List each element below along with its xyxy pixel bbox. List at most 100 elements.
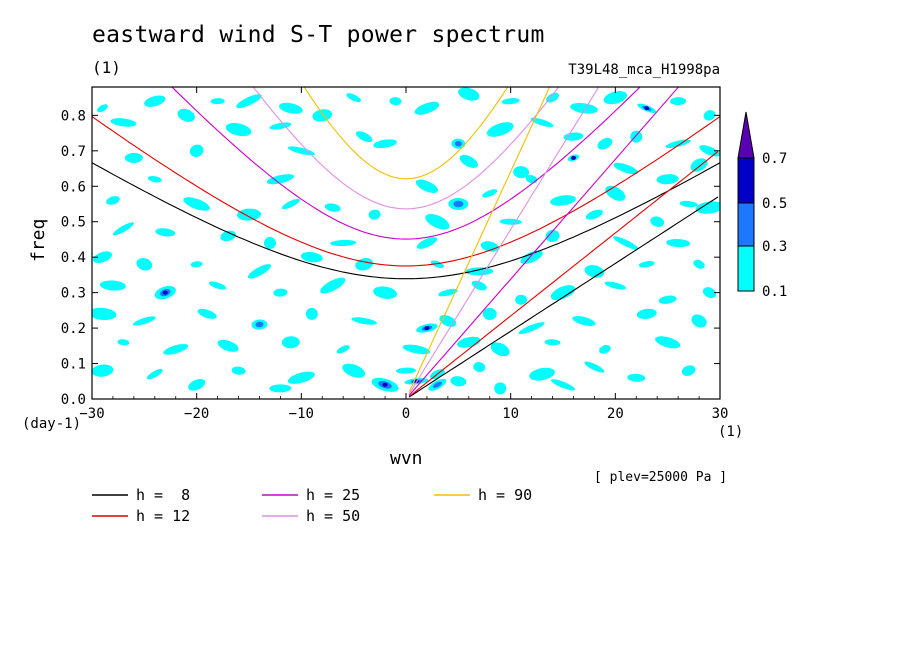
power-blob xyxy=(597,137,613,150)
power-blob xyxy=(220,230,236,242)
power-blob xyxy=(324,203,341,212)
power-blob xyxy=(389,97,402,106)
y-tick-label: 0.8 xyxy=(61,108,86,124)
y-tick-label: 0.1 xyxy=(61,357,86,373)
power-blob xyxy=(236,94,262,109)
power-blob xyxy=(92,364,114,377)
power-blob xyxy=(92,251,113,263)
power-blob xyxy=(666,238,691,248)
power-blob xyxy=(110,118,137,127)
power-blob xyxy=(281,198,300,210)
kelvin-curve xyxy=(408,87,600,395)
colorbar-level-label: 0.3 xyxy=(762,239,787,255)
power-blob xyxy=(599,345,611,354)
power-contours xyxy=(92,87,720,395)
power-blob xyxy=(570,102,598,114)
power-blob xyxy=(473,362,486,373)
power-blob xyxy=(627,373,646,382)
power-blob xyxy=(681,365,696,376)
power-blob xyxy=(544,339,561,346)
power-blob xyxy=(330,239,357,247)
power-blob xyxy=(529,367,555,381)
power-blob xyxy=(530,117,554,128)
power-blob xyxy=(136,258,153,271)
power-blob xyxy=(584,265,605,278)
power-blob xyxy=(132,316,156,326)
power-blob xyxy=(520,250,543,264)
power-blob xyxy=(471,280,487,291)
power-blob xyxy=(650,216,665,227)
x-tick-label: −30 xyxy=(79,406,104,422)
power-blob xyxy=(266,174,295,185)
x-tick-label: −10 xyxy=(289,406,314,422)
x-tick-label: 20 xyxy=(607,406,624,422)
power-blob xyxy=(613,162,639,175)
colorbar-level-label: 0.5 xyxy=(762,196,787,212)
power-blob xyxy=(604,281,627,290)
power-blob xyxy=(312,109,333,122)
x-tick-label: 10 xyxy=(502,406,519,422)
gravity-curve xyxy=(171,87,641,240)
power-blob xyxy=(501,98,520,105)
power-blob xyxy=(638,261,655,268)
power-blob xyxy=(208,281,227,290)
power-blob xyxy=(279,102,303,114)
colorbar: 0.1 0.3 0.5 0.7 xyxy=(737,111,787,300)
power-blob xyxy=(603,91,628,105)
power-blob xyxy=(693,259,705,269)
power-blob xyxy=(269,122,292,130)
power-blob xyxy=(225,123,252,137)
power-blob xyxy=(584,361,605,373)
power-blob xyxy=(106,196,120,205)
power-blob xyxy=(247,264,272,279)
x-tick-label: −20 xyxy=(184,406,209,422)
power-blob xyxy=(499,218,522,225)
y-tick-label: 0.3 xyxy=(61,286,86,302)
power-blob xyxy=(550,285,576,301)
legend-label: h = 90 xyxy=(478,486,532,504)
x-tick-label: 0 xyxy=(402,406,410,422)
x-ticks: −30 −20 −10 0 10 20 30 xyxy=(79,87,728,422)
power-blob xyxy=(305,307,318,320)
power-blob xyxy=(459,155,478,168)
power-blob xyxy=(458,87,480,101)
power-blob xyxy=(351,317,377,325)
power-blob xyxy=(563,132,584,141)
power-blob xyxy=(490,342,510,357)
power-blob xyxy=(613,236,639,250)
power-blob xyxy=(450,376,467,387)
power-blob xyxy=(572,316,596,326)
colorbar-extend-arrow xyxy=(737,111,755,159)
power-blob xyxy=(92,307,117,321)
power-blob xyxy=(177,108,195,122)
power-blob xyxy=(273,288,288,297)
power-blob xyxy=(373,139,397,149)
colorbar-level-label: 0.1 xyxy=(762,284,787,300)
legend-label: h = 50 xyxy=(306,507,360,525)
power-blob xyxy=(513,166,530,179)
power-blob xyxy=(163,343,189,355)
kelvin-curve xyxy=(408,151,719,397)
power-blob xyxy=(679,200,698,208)
power-blob xyxy=(231,366,246,375)
legend-label: h = 12 xyxy=(136,507,190,525)
gravity-curve xyxy=(252,87,560,210)
x-axis-unit: (1) xyxy=(718,424,744,440)
power-blob xyxy=(546,92,559,103)
power-blob xyxy=(402,344,431,355)
power-blob xyxy=(342,363,366,378)
legend-label: h = 25 xyxy=(306,486,360,504)
kelvin-curve xyxy=(408,87,551,393)
kelvin-curve xyxy=(408,196,719,398)
power-blob xyxy=(190,261,203,268)
colorbar-segment xyxy=(737,202,755,247)
power-blob xyxy=(670,97,687,106)
power-blob-core xyxy=(453,200,464,208)
y-ticks: 0.0 0.1 0.2 0.3 0.4 0.5 0.6 0.7 0.8 xyxy=(61,108,720,408)
power-blob xyxy=(465,267,494,276)
power-blob xyxy=(518,322,545,335)
power-blob xyxy=(695,201,720,214)
power-blob-core xyxy=(454,140,462,147)
power-blob-peak xyxy=(424,326,430,331)
